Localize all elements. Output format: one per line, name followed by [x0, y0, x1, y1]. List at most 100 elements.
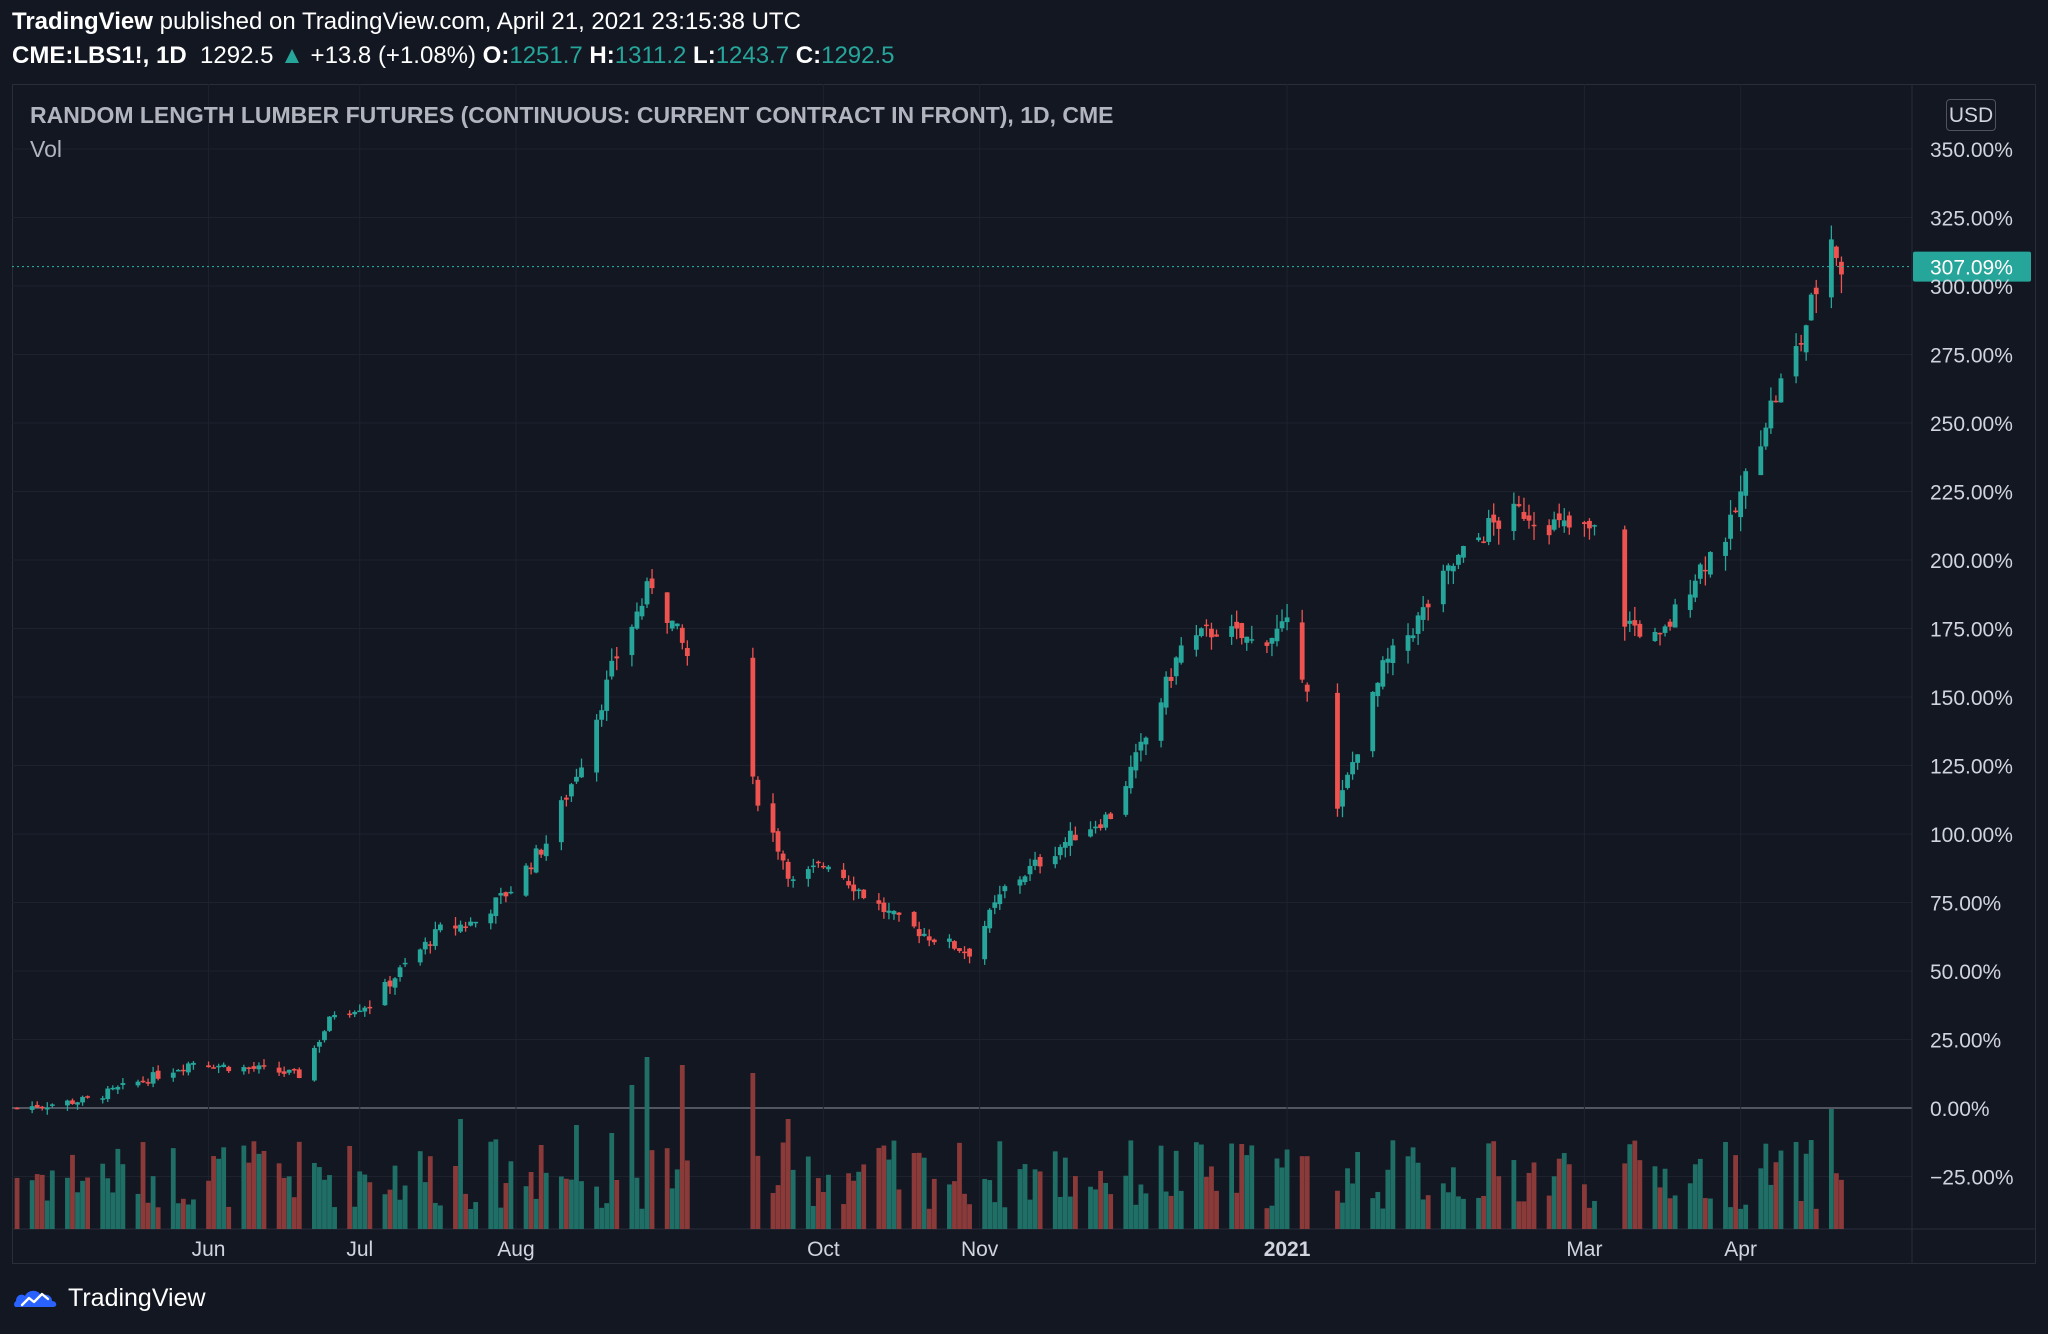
- volume-bar: [1385, 1169, 1391, 1229]
- price-tick-label: 200.00%: [1930, 550, 2013, 573]
- volume-bar: [1209, 1166, 1214, 1229]
- candle-body: [14, 1107, 20, 1110]
- candle-body: [85, 1096, 90, 1098]
- volume-bar: [1556, 1158, 1562, 1229]
- volume-bar: [750, 1073, 756, 1229]
- price-tick-label: 125.00%: [1930, 756, 2013, 779]
- candle-body: [1229, 626, 1235, 637]
- candle-body: [1793, 346, 1799, 377]
- candle-body: [891, 910, 897, 915]
- candle-body: [629, 626, 635, 656]
- candle-body: [1380, 660, 1386, 687]
- candle-body: [1002, 886, 1008, 892]
- candle-body: [1798, 343, 1804, 345]
- candle-body: [533, 848, 539, 873]
- volume-bar: [634, 1177, 640, 1229]
- volume-bar: [931, 1178, 937, 1229]
- candle-body: [599, 710, 605, 720]
- candle-body: [276, 1067, 282, 1073]
- candle-body: [841, 869, 846, 878]
- price-tick-label: 300.00%: [1930, 276, 2013, 299]
- candle-body: [876, 900, 882, 904]
- tradingview-logo-icon[interactable]: [12, 1283, 60, 1313]
- volume-bar: [1158, 1145, 1164, 1229]
- volume-bar: [952, 1181, 957, 1229]
- volume-bar: [851, 1180, 857, 1229]
- volume-bar: [39, 1174, 45, 1229]
- volume-bar: [140, 1142, 146, 1229]
- candle-body: [1803, 325, 1809, 353]
- candle-body: [417, 949, 423, 963]
- volume-bar: [1002, 1207, 1008, 1229]
- time-axis[interactable]: Jun Jul Aug Oct Nov 2021 Mar Apr: [192, 1238, 1757, 1261]
- volume-bar: [1773, 1162, 1779, 1229]
- candle-body: [755, 779, 761, 806]
- candle-body: [1662, 626, 1668, 633]
- candle-body: [1481, 541, 1487, 543]
- candle-body: [1022, 876, 1028, 883]
- price-axis[interactable]: 350.00% 325.00% 300.00% 275.00% 250.00% 225.0…: [1930, 139, 2014, 1190]
- volume-bar: [785, 1119, 791, 1229]
- volume-bar: [1284, 1149, 1290, 1229]
- volume-bar: [387, 1189, 393, 1229]
- candle-body: [135, 1081, 141, 1086]
- volume-bar: [397, 1199, 403, 1229]
- volume-bar: [281, 1177, 287, 1229]
- candle-body: [1531, 524, 1537, 527]
- volume-bar: [614, 1180, 620, 1229]
- candle-body: [1697, 564, 1703, 579]
- candle-body: [34, 1104, 40, 1108]
- currency-button[interactable]: USD: [1946, 99, 1996, 131]
- candle-body: [1027, 865, 1033, 875]
- candle-body: [1813, 287, 1819, 295]
- volume-bar: [286, 1176, 292, 1229]
- volume-bar: [1355, 1152, 1361, 1229]
- volume-bar: [1708, 1198, 1713, 1229]
- time-tick-label: Apr: [1724, 1238, 1757, 1261]
- price-tick-label: 75.00%: [1930, 893, 2001, 916]
- candle-body: [1198, 628, 1204, 637]
- candle-body: [206, 1065, 211, 1068]
- price-chart[interactable]: 307.09% 350.00% 325.00% 300.00% 275.00% 250.…: [12, 84, 2036, 1264]
- candle-body: [39, 1106, 45, 1109]
- volume-bar: [422, 1182, 428, 1229]
- candle-body: [226, 1066, 232, 1072]
- volume-bar: [1425, 1195, 1431, 1229]
- candle-body: [1209, 628, 1214, 638]
- volume-bar: [1375, 1191, 1381, 1229]
- candle-body: [644, 581, 650, 605]
- price-tick-label: 350.00%: [1930, 139, 2013, 162]
- volume-bar: [538, 1145, 544, 1229]
- volume-bar: [498, 1207, 504, 1229]
- volume-bar: [437, 1205, 443, 1229]
- volume-bar: [574, 1125, 579, 1229]
- candle-body: [916, 929, 922, 937]
- candle-body: [664, 592, 670, 623]
- volume-bar: [1723, 1142, 1728, 1229]
- time-tick-label: Aug: [497, 1238, 534, 1261]
- volume-bar: [1299, 1156, 1305, 1229]
- symbol-label: CME:LBS1!, 1D: [12, 42, 187, 69]
- candle-body: [65, 1100, 70, 1106]
- candle-body: [1758, 446, 1764, 476]
- volume-bar: [206, 1180, 211, 1229]
- candle-body: [1491, 514, 1497, 523]
- candle-body: [1214, 634, 1219, 637]
- candle-body: [921, 933, 927, 936]
- volume-bar: [629, 1085, 635, 1229]
- candle-body: [185, 1063, 191, 1073]
- candle-body: [1551, 519, 1557, 530]
- volume-bar: [1521, 1201, 1527, 1229]
- volume-bar: [261, 1150, 267, 1229]
- volume-bar: [644, 1057, 650, 1229]
- volume-bar: [170, 1148, 176, 1229]
- volume-bar: [44, 1200, 50, 1229]
- volume-bar: [790, 1169, 796, 1229]
- volume-bar: [1279, 1167, 1285, 1229]
- footer-brand[interactable]: TradingView: [68, 1283, 206, 1312]
- price-tick-label: 275.00%: [1930, 345, 2013, 368]
- volume-bar: [120, 1164, 126, 1229]
- volume-bar: [402, 1185, 408, 1229]
- volume-bar: [352, 1206, 358, 1229]
- volume-bar: [191, 1199, 196, 1229]
